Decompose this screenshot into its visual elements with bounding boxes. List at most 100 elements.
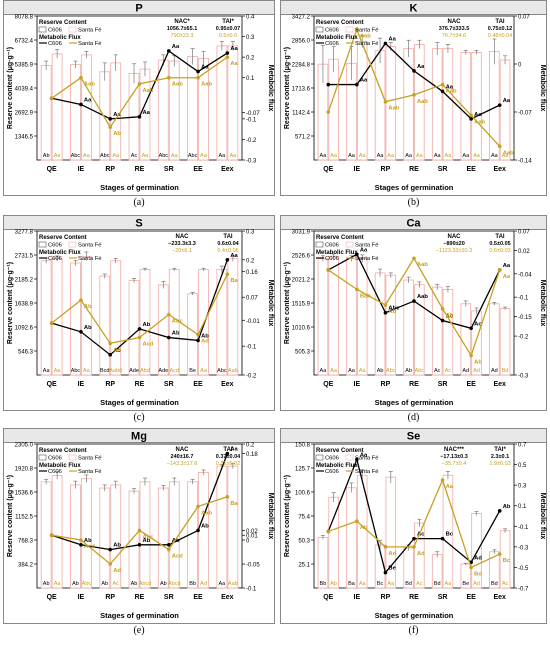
- legend-reserve-title: Reserve Content: [39, 448, 87, 454]
- legend-label-santa-fe: Santa Fé: [355, 243, 379, 249]
- x-tick-label: EE: [466, 594, 476, 601]
- chart-title: P: [135, 3, 142, 15]
- x-tick-label: RE: [135, 594, 145, 601]
- bar-label: Aa: [330, 153, 338, 159]
- flux-point: [196, 69, 200, 74]
- y-tick-label: 2185.2: [15, 278, 34, 284]
- flux-point: [355, 82, 359, 87]
- panel-label: (e): [133, 625, 145, 636]
- flux-point: [79, 330, 83, 334]
- y-right-tick-label: 0.16: [246, 270, 258, 276]
- bar-label: Aa: [142, 153, 150, 159]
- bar-label: Abc: [159, 153, 169, 159]
- bar-label: Aa: [405, 153, 413, 159]
- y-tick-label: 2284.8: [292, 63, 311, 69]
- y-right-tick-label: -0.2: [246, 374, 257, 380]
- flux-label: Abc: [388, 306, 400, 312]
- bar-santa-fe: [198, 471, 209, 589]
- y-right-tick-label: 0.07: [246, 296, 258, 302]
- legend-flux-title: Metabolic Flux: [316, 463, 358, 469]
- x-tick-label: EE: [193, 594, 203, 601]
- legend-flux-title: Metabolic Flux: [39, 463, 81, 469]
- bar-c606: [431, 48, 443, 161]
- bar-c606: [70, 484, 81, 589]
- title-strip: [3, 428, 275, 443]
- y-tick-label: 3031.9: [292, 230, 311, 236]
- flux-point: [49, 533, 54, 537]
- flux-label: Ab: [84, 304, 92, 310]
- flux-label: Aa: [201, 65, 209, 71]
- y-right-tick-label: -0.3: [518, 374, 529, 380]
- flux-point: [225, 272, 230, 276]
- chart-panel-s: S 546.3 1092.6 1638.9 2185.2 2731.5 3277.8 -0.2…: [3, 215, 275, 411]
- flux-point: [225, 495, 230, 499]
- flux-label: Aa: [446, 484, 454, 490]
- flux-point: [79, 102, 83, 107]
- x-tick-label: SR: [438, 594, 448, 601]
- legend-line-label-c606: C606: [48, 256, 62, 262]
- flux-label: Ad: [113, 568, 121, 574]
- y-tick-label: 25.1: [298, 563, 310, 569]
- flux-label: Abc: [143, 534, 155, 540]
- bar-label: Ad: [462, 368, 469, 374]
- legend-label-santa-fe: Santa Fé: [78, 243, 102, 249]
- bar-label: Abcd: [139, 581, 152, 587]
- flux-point: [497, 268, 502, 272]
- stat-value-c606: 0.75±0.12: [488, 26, 512, 32]
- flux-point: [326, 110, 331, 114]
- y-right-axis-title: Metabolic flux: [267, 493, 274, 540]
- bar-label: Aa: [200, 153, 208, 159]
- legend-flux-title: Metabolic Flux: [39, 250, 81, 256]
- flux-label: Ab: [113, 348, 121, 354]
- x-tick-label: SR: [164, 594, 174, 601]
- bar-label: Aa: [320, 368, 328, 374]
- y-right-tick-label: -0.15: [518, 315, 532, 321]
- flux-point: [326, 268, 331, 272]
- y-axis-title: Reserve content (μg·g⁻¹): [284, 475, 291, 557]
- y-right-tick-label: 0: [518, 63, 522, 69]
- bar-label: Ab: [43, 153, 50, 159]
- flux-label: Ab: [113, 131, 121, 137]
- y-right-tick-label: -0.2: [518, 335, 529, 341]
- bar-label: Ab: [160, 581, 167, 587]
- y-right-tick-label: 0.07: [518, 230, 530, 236]
- y-right-tick-label: 0.2: [246, 258, 255, 264]
- title-strip: [3, 0, 275, 15]
- flux-label: Aa: [503, 274, 511, 280]
- y-right-axis-title: Metabolic flux: [539, 280, 546, 327]
- bar-santa-fe: [227, 258, 239, 376]
- flux-label: Aa: [417, 64, 425, 70]
- bar-label: Aa: [320, 153, 328, 159]
- x-tick-label: RP: [105, 166, 115, 173]
- bar-label: Abc: [415, 368, 425, 374]
- bar-label: Abcd: [168, 581, 181, 587]
- flux-label: Ac: [474, 321, 482, 327]
- flux-label: Ac: [417, 532, 425, 538]
- y-axis-title: Reserve content (μg·g⁻¹): [7, 47, 14, 129]
- y-tick-label: 505.3: [295, 350, 311, 356]
- stat-name: TAI: [495, 234, 505, 240]
- bar-label: Bd: [405, 581, 412, 587]
- y-right-tick-label: -0.1: [246, 345, 257, 351]
- bar-label: Be: [189, 368, 196, 374]
- stat-value-c606: 0.6±0.04: [217, 241, 239, 247]
- bar-label: Abc: [82, 581, 92, 587]
- legend-line-label-santa-fe: Santa Fé: [355, 41, 379, 47]
- flux-label: Aab: [143, 88, 154, 94]
- bar-label: Ab: [43, 581, 50, 587]
- flux-label: Ad: [113, 347, 121, 353]
- flux-point: [383, 570, 388, 575]
- flux-label: Aab: [503, 150, 514, 156]
- stat-value-santa-fe: 76.7±34.6: [442, 33, 466, 39]
- x-tick-label: IE: [354, 594, 361, 601]
- bar-santa-fe: [51, 53, 63, 161]
- bar-label: Aa: [112, 153, 120, 159]
- x-tick-label: RE: [409, 594, 419, 601]
- bar-label: Ab: [131, 581, 138, 587]
- legend-label-santa-fe: Santa Fé: [78, 28, 102, 34]
- y-right-tick-label: -0.04: [518, 272, 532, 278]
- stat-value-santa-fe: 0.31±0.02: [216, 461, 240, 467]
- stat-name: NAC: [448, 19, 462, 25]
- bar-label: Acd: [170, 368, 179, 374]
- stat-value-santa-fe: 0.48±0.04: [488, 33, 512, 39]
